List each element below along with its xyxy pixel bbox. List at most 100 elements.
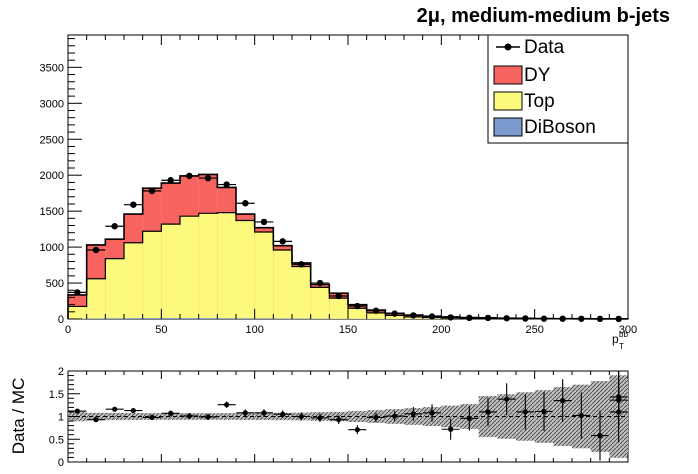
- bar-diboson: [198, 318, 218, 319]
- legend-swatch-diboson: [493, 117, 523, 137]
- ratio-y-tick-label: 0.5: [49, 434, 64, 446]
- ratio-point: [205, 414, 211, 420]
- data-point: [372, 307, 380, 314]
- bar-top: [142, 231, 162, 319]
- data-point: [428, 313, 436, 320]
- bar-diboson: [161, 318, 180, 319]
- data-point: [148, 187, 156, 195]
- ratio-point: [522, 409, 528, 415]
- data-point: [242, 200, 249, 207]
- title-channel: 2μ,: [417, 5, 451, 27]
- bar-top: [217, 212, 236, 319]
- legend-item-top: Top: [493, 91, 555, 112]
- y-tick-label: 500: [46, 278, 64, 290]
- data-point: [92, 246, 100, 254]
- ratio-points: [68, 371, 628, 461]
- data-point: [522, 315, 529, 322]
- ratio-point: [112, 406, 118, 412]
- y-axis: 0 500 1000 1500 2000 2500 3000 3500: [40, 38, 82, 326]
- legend-label-diboson: DiBoson: [524, 117, 596, 138]
- bar-top: [292, 266, 311, 319]
- data-point: [186, 172, 193, 180]
- title-selection: medium-medium b-jets: [451, 5, 670, 27]
- bar-diboson: [273, 318, 292, 319]
- ratio-point: [130, 407, 136, 414]
- ratio-point: [560, 397, 566, 404]
- ratio-point: [336, 417, 342, 423]
- ratio-point: [578, 412, 584, 419]
- bar-top: [68, 306, 87, 319]
- bar-top: [273, 249, 292, 319]
- bar-top: [329, 298, 348, 319]
- bar-diboson: [254, 318, 274, 319]
- legend-swatch-dy: [493, 65, 523, 85]
- data-point: [167, 177, 174, 184]
- data-point: [111, 223, 118, 230]
- ratio-point: [616, 409, 622, 415]
- data-point: [335, 292, 342, 300]
- data-point: [410, 312, 417, 319]
- bar-diboson: [217, 318, 236, 319]
- y-tick-label: 2500: [40, 134, 64, 146]
- y-tick-label: 3500: [40, 62, 64, 74]
- x-tick-label: 300: [619, 324, 637, 336]
- bar-top: [348, 308, 367, 319]
- data-point: [447, 314, 454, 321]
- data-point: [503, 315, 510, 322]
- ratio-band-bin: [217, 413, 236, 420]
- x-tick-label: 50: [155, 324, 167, 336]
- legend-label-dy: DY: [524, 65, 551, 86]
- data-point: [466, 314, 473, 322]
- y-tick-label: 0: [58, 314, 64, 326]
- chart-title: 2μ, medium-medium b-jets: [417, 5, 670, 27]
- bar-diboson: [236, 318, 255, 319]
- ratio-plot: 0 0.5 1 1.5 2 Data / MC: [9, 366, 629, 469]
- bar-top: [86, 278, 106, 319]
- ratio-y-axis: 0 0.5 1 1.5 2: [49, 366, 80, 469]
- x-tick-label: 0: [65, 324, 71, 336]
- bar-top: [385, 315, 404, 319]
- ratio-point: [597, 433, 603, 439]
- y-tick-label: 1500: [40, 206, 64, 218]
- ratio-point: [466, 415, 472, 421]
- data-points: [68, 172, 628, 323]
- data-point: [223, 181, 230, 188]
- data-point: [298, 261, 305, 268]
- ratio-point: [280, 411, 286, 417]
- ratio-y-tick-label: 1: [58, 412, 64, 424]
- ratio-point: [410, 411, 416, 417]
- ratio-band-bin: [497, 394, 516, 439]
- legend-label-data: Data: [524, 37, 565, 58]
- ratio-point: [392, 413, 398, 419]
- legend-swatch-top: [493, 91, 523, 111]
- legend-marker-data: [504, 43, 512, 51]
- ratio-point: [93, 417, 99, 423]
- bar-diboson: [105, 318, 124, 319]
- bar-top: [124, 242, 143, 319]
- bar-top: [366, 312, 386, 319]
- legend-item-data: Data: [496, 37, 565, 58]
- ratio-point: [298, 413, 304, 420]
- ratio-band-bin: [105, 412, 124, 421]
- data-point: [204, 174, 212, 182]
- data-point: [354, 302, 361, 310]
- data-point: [130, 201, 137, 208]
- ratio-point: [149, 414, 155, 421]
- x-axis-label-sub: T: [619, 342, 624, 351]
- ratio-point: [168, 410, 174, 416]
- bar-diboson: [86, 318, 106, 319]
- ratio-point: [224, 402, 230, 408]
- main-plot: 0 50 100 150 200 250 300 0 500 1000 1500 2000 2500 3…: [40, 34, 637, 351]
- x-tick-label: 100: [245, 324, 263, 336]
- x-tick-label: 150: [339, 324, 357, 336]
- bar-top: [254, 232, 274, 319]
- ratio-point: [74, 408, 80, 414]
- ratio-y-tick-label: 0: [58, 457, 64, 469]
- data-point: [260, 218, 268, 226]
- x-tick-label: 200: [432, 324, 450, 336]
- data-point: [279, 238, 286, 245]
- legend-item-dy: DY: [493, 65, 551, 86]
- legend: Data DY Top DiBoson: [487, 34, 629, 144]
- data-point: [615, 315, 622, 323]
